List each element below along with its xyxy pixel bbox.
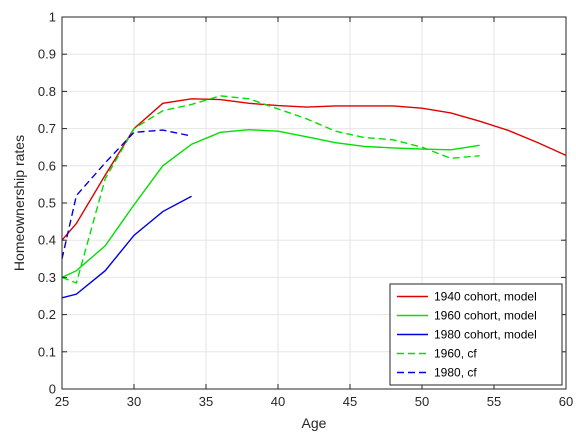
x-axis-label: Age — [302, 415, 327, 431]
x-tick-label: 35 — [199, 394, 213, 409]
y-tick-label: 0.4 — [38, 233, 56, 248]
y-tick-label: 0.5 — [38, 196, 56, 211]
y-tick-label: 0.2 — [38, 307, 56, 322]
x-tick-label: 50 — [415, 394, 429, 409]
y-tick-label: 0.7 — [38, 121, 56, 136]
legend-label: 1960 cohort, model — [434, 309, 537, 323]
legend-label: 1980, cf — [434, 366, 477, 380]
series-line-2 — [61, 129, 480, 279]
legend-label: 1960, cf — [434, 347, 477, 361]
series-line-3 — [61, 195, 192, 299]
x-tick-label: 25 — [55, 394, 69, 409]
legend-label: 1980 cohort, model — [434, 328, 537, 342]
y-tick-label: 0.8 — [38, 84, 56, 99]
y-tick-label: 1 — [49, 10, 56, 25]
y-tick-label: 0.9 — [38, 47, 56, 62]
y-tick-label: 0.1 — [38, 344, 56, 359]
x-tick-label: 60 — [559, 394, 573, 409]
y-tick-label: 0.6 — [38, 158, 56, 173]
y-tick-label: 0.3 — [38, 270, 56, 285]
x-tick-label: 45 — [343, 394, 357, 409]
legend: 1940 cohort, model 1960 cohort, model 1980… — [389, 283, 563, 386]
y-axis-label: Homeownership rates — [11, 135, 27, 271]
legend-label: 1940 cohort, model — [434, 290, 537, 304]
x-tick-label: 30 — [127, 394, 141, 409]
data-series — [61, 95, 567, 299]
series-line-4 — [61, 95, 480, 284]
x-tick-label: 55 — [487, 394, 501, 409]
y-tick-label: 0 — [49, 382, 56, 397]
axis-ticks: 25 30 35 40 45 50 55 60 0 0.1 0.2 0.3 0.4 0.5 0.6 0.7 0.… — [38, 10, 573, 410]
x-tick-label: 40 — [271, 394, 285, 409]
